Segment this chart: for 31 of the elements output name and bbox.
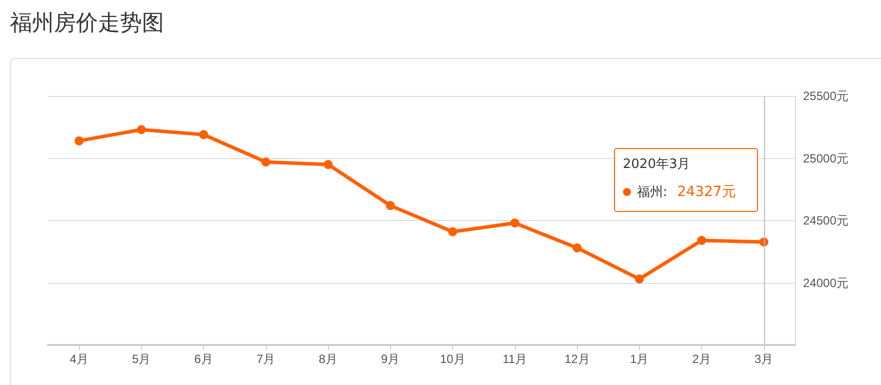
point xyxy=(510,218,520,228)
x-tick-label: 7月 xyxy=(256,352,276,366)
point xyxy=(74,136,84,146)
y-tick-label: 25500元 xyxy=(803,89,848,103)
y-tick-label: 25000元 xyxy=(803,151,848,166)
annotation: 2020年3月 xyxy=(622,156,692,174)
annotation: 24327元 xyxy=(677,183,736,202)
x-tick-label: 4月 xyxy=(70,352,88,366)
x-tick-label: 3月 xyxy=(754,352,774,366)
x-tick-label: 11月 xyxy=(502,352,528,366)
point xyxy=(261,157,270,166)
x-tick-label: 6月 xyxy=(194,352,213,366)
y-tick-label: 24000元 xyxy=(803,276,848,290)
point xyxy=(199,130,208,140)
point xyxy=(634,274,644,284)
chart-title: 福州房价走势图 xyxy=(10,10,164,38)
point xyxy=(572,243,582,252)
point xyxy=(448,227,458,236)
x-tick-label: 12月 xyxy=(564,352,590,366)
x-tick-label: 8月 xyxy=(318,352,338,366)
y-tick-label: 24500元 xyxy=(803,214,848,228)
x-tick-label: 2月 xyxy=(692,352,711,366)
point xyxy=(324,160,333,169)
x-tick-label: 9月 xyxy=(381,352,400,366)
point xyxy=(136,125,146,134)
x-tick-label: 5月 xyxy=(132,352,151,366)
legend-label: 福州: xyxy=(636,184,668,202)
x-tick-label: 1月 xyxy=(630,352,649,366)
point xyxy=(697,236,706,245)
x-tick-label: 10月 xyxy=(440,352,466,366)
point xyxy=(386,201,395,210)
